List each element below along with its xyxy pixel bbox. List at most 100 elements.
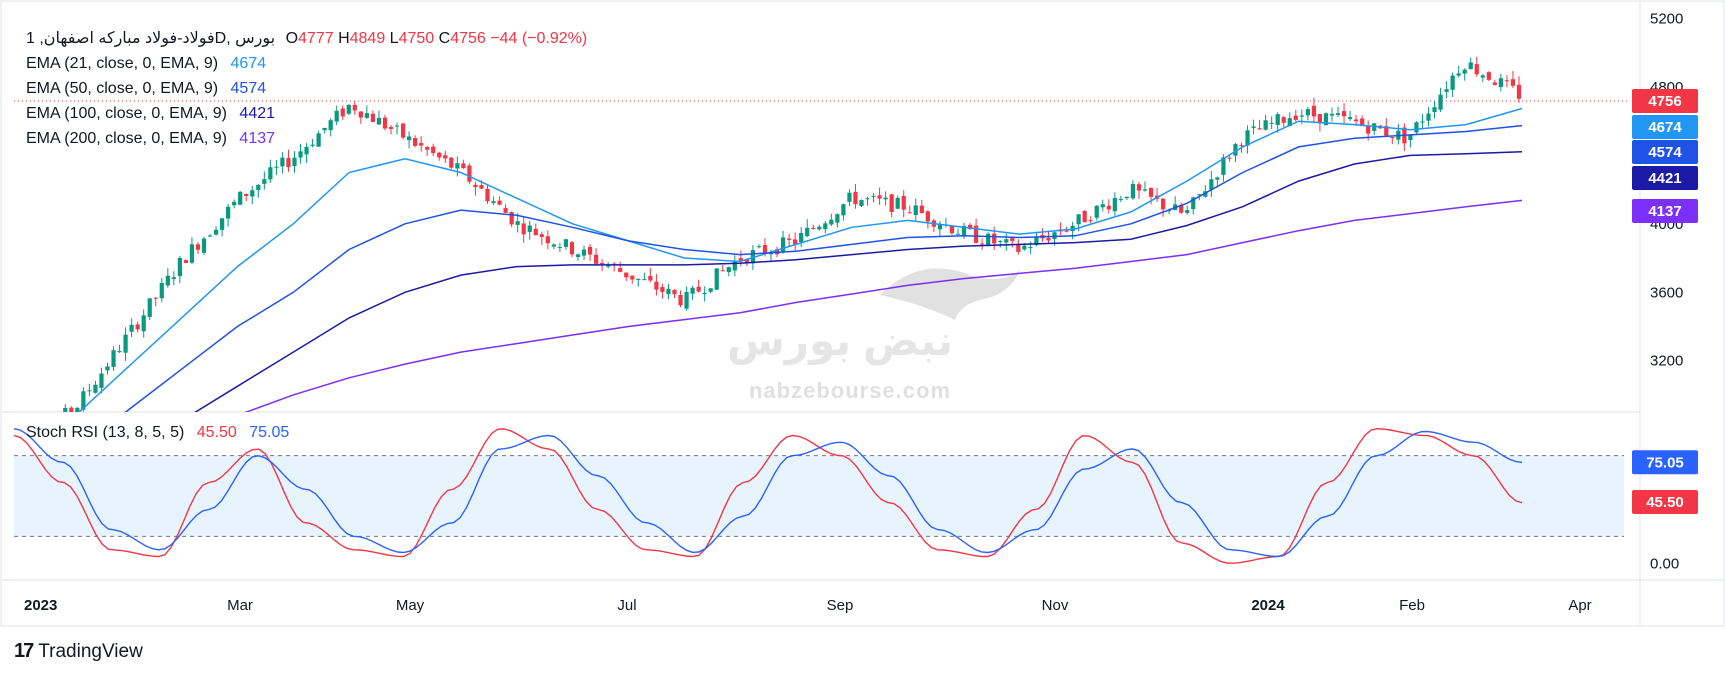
ema-line-ema100: [194, 151, 1523, 412]
candle-body: [503, 208, 508, 213]
candle-body: [449, 157, 454, 168]
candle-body: [961, 225, 967, 236]
candle-body: [1094, 205, 1099, 218]
ema-tag-2-bg: [1632, 166, 1698, 190]
candle-body: [1221, 157, 1226, 175]
candle-body: [1335, 113, 1341, 115]
candle-body: [479, 185, 484, 189]
high-label: H: [338, 30, 350, 47]
candle-body: [799, 233, 804, 242]
candle-body: [955, 233, 961, 235]
candle-body: [1245, 130, 1250, 146]
ema-tag-3-bg: [1632, 199, 1698, 223]
candle-body: [1462, 69, 1467, 74]
candle-body: [847, 192, 852, 202]
candle-body: [1426, 113, 1431, 121]
candle-body: [75, 407, 80, 412]
candle-body: [690, 287, 695, 294]
candle-body: [87, 390, 92, 392]
candle-body: [569, 242, 575, 255]
candle-body: [1088, 220, 1093, 222]
indicator-row-ema50[interactable]: EMA (50, close, 0, EMA, 9) 4574: [26, 76, 587, 101]
candle-body: [557, 247, 563, 249]
open-label: O: [285, 30, 299, 47]
candle-body: [177, 257, 182, 277]
candle-body: [889, 194, 894, 212]
price-tick-label: 5200: [1650, 11, 1683, 28]
candle-body: [105, 366, 110, 371]
candle-body: [1360, 118, 1365, 125]
candle-body: [485, 188, 490, 202]
candle-body: [1124, 196, 1130, 199]
candle-body: [913, 205, 918, 215]
candle-body: [672, 289, 677, 295]
candle-body: [581, 249, 587, 256]
ema-tag-0-text: 4674: [1648, 119, 1682, 136]
candle-body: [919, 205, 924, 213]
candle-body: [1167, 210, 1172, 212]
candle-body: [1148, 187, 1154, 197]
ema-line-ema50: [124, 124, 1523, 412]
candle-body: [720, 270, 725, 272]
candle-body: [1492, 82, 1497, 85]
candle-body: [949, 225, 955, 234]
candle-body: [1450, 75, 1455, 90]
candle-body: [1269, 122, 1274, 124]
candle-body: [394, 125, 400, 127]
candle-body: [678, 294, 683, 306]
candle-body: [1341, 111, 1347, 117]
indicator-row-ema200[interactable]: EMA (200, close, 0, EMA, 9) 4137: [26, 126, 587, 151]
candle-body: [425, 147, 430, 150]
candle-body: [340, 108, 345, 117]
candle-body: [1347, 117, 1353, 120]
candle-body: [805, 227, 810, 237]
symbol-title[interactable]: فولاد-فولاد مبارکه اصفهان, 1D, بورس: [26, 30, 276, 47]
candle-body: [69, 407, 74, 412]
candle-body: [1323, 113, 1329, 126]
candle-body: [1100, 204, 1105, 208]
indicator-row-ema100[interactable]: EMA (100, close, 0, EMA, 9) 4421: [26, 101, 587, 126]
open-value: 4777: [298, 30, 334, 47]
candle-body: [1311, 105, 1317, 117]
candle-body: [201, 238, 207, 253]
candle-body: [364, 113, 369, 118]
candle-body: [1136, 184, 1142, 191]
candle-body: [358, 111, 363, 118]
candle-body: [817, 226, 822, 230]
indicator-row-ema21[interactable]: EMA (21, close, 0, EMA, 9) 4674: [26, 51, 587, 76]
candle-body: [618, 268, 623, 272]
tradingview-logo[interactable]: 17 TradingView: [14, 640, 143, 663]
candle-body: [1486, 72, 1491, 80]
candle-body: [509, 212, 514, 225]
candle-body: [575, 254, 581, 258]
stoch-legend[interactable]: Stoch RSI (13, 8, 5, 5) 45.50 75.05: [26, 424, 289, 442]
candle-body: [141, 315, 146, 332]
ema21-value: 4674: [230, 55, 267, 72]
candle-body: [1498, 78, 1503, 88]
candle-body: [461, 163, 466, 169]
ema-tag-3: 4137: [1632, 199, 1698, 223]
candle-body: [853, 191, 858, 205]
candle-body: [280, 157, 285, 167]
last-price-tag: 4756: [1632, 89, 1698, 113]
candle-body: [497, 200, 502, 205]
tradingview-brand: TradingView: [38, 640, 143, 662]
tradingview-mark-icon: 17: [14, 640, 34, 662]
candle-body: [213, 229, 219, 235]
candle-body: [431, 146, 436, 154]
stoch-d-tag-text: 75.05: [1646, 454, 1684, 471]
candle-body: [1179, 204, 1184, 213]
candle-body: [793, 239, 798, 245]
price-tick-label: 3200: [1650, 353, 1683, 370]
candle-body: [111, 350, 116, 367]
ema-tag-1-text: 4574: [1648, 144, 1682, 161]
change-value: −44 (−0.92%): [490, 30, 588, 47]
candle-body: [1239, 145, 1244, 147]
candle-body: [455, 163, 460, 169]
candle-body: [334, 110, 339, 122]
stoch-k-tag-text: 45.50: [1646, 494, 1684, 511]
candle-body: [1414, 122, 1419, 133]
candle-body: [1432, 107, 1437, 113]
candle-body: [756, 246, 762, 248]
stoch-tick-label: 0.00: [1650, 555, 1679, 572]
